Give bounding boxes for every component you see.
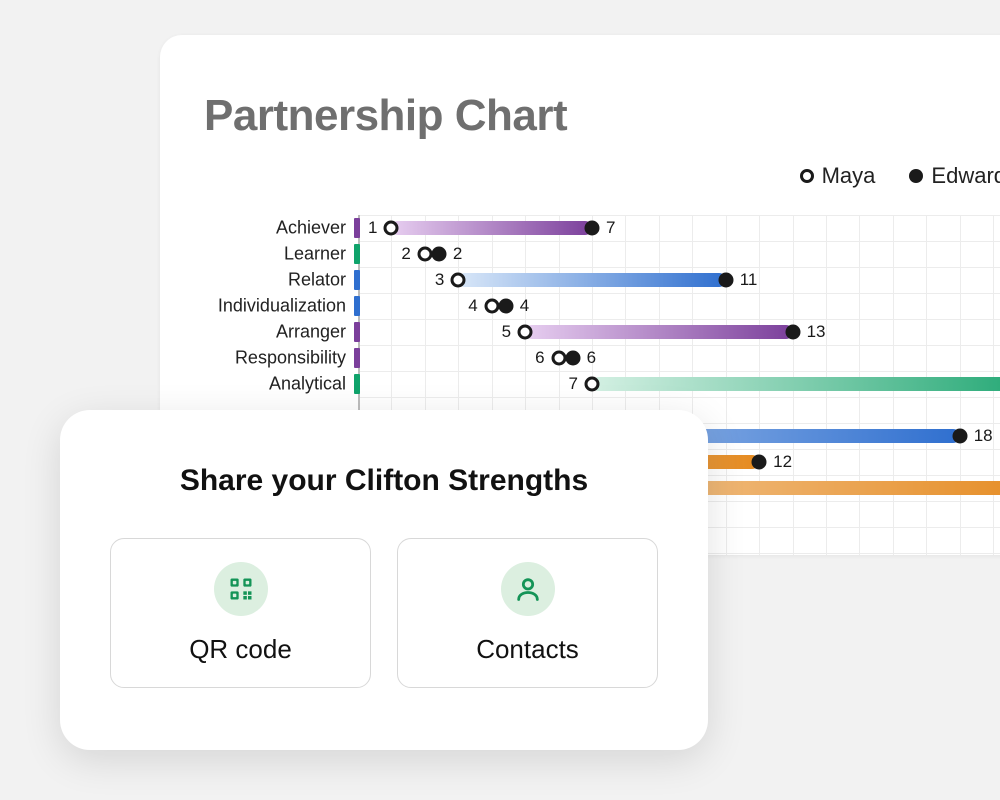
chart-row: Responsibility66 xyxy=(358,345,1000,371)
row-category-tick xyxy=(354,322,360,342)
value-label: 7 xyxy=(606,218,615,238)
range-bar xyxy=(391,221,592,235)
person-icon xyxy=(501,562,555,616)
share-title: Share your Clifton Strengths xyxy=(60,464,708,498)
chart-row: Achiever17 xyxy=(358,215,1000,241)
share-button-label: Contacts xyxy=(476,634,579,665)
value-label: 2 xyxy=(453,244,462,264)
value-label: 3 xyxy=(435,270,444,290)
qr-code-icon xyxy=(214,562,268,616)
open-circle-icon xyxy=(484,299,499,314)
row-category-tick xyxy=(354,218,360,238)
legend-label: Maya xyxy=(822,163,876,189)
chart-row: Arranger513 xyxy=(358,319,1000,345)
open-circle-icon xyxy=(551,351,566,366)
chart-row: Relator311 xyxy=(358,267,1000,293)
row-label: Achiever xyxy=(276,218,346,239)
chart-row: Analytical7 xyxy=(358,371,1000,397)
row-label: Responsibility xyxy=(235,348,346,369)
chart-legend: Maya Edward xyxy=(800,163,1000,189)
value-label: 6 xyxy=(587,348,596,368)
share-buttons: QR code Contacts xyxy=(110,538,658,688)
chart-row: Individualization44 xyxy=(358,293,1000,319)
value-label: 4 xyxy=(520,296,529,316)
open-circle-icon xyxy=(585,377,600,392)
open-circle-icon xyxy=(451,273,466,288)
value-label: 7 xyxy=(569,374,578,394)
filled-circle-icon xyxy=(565,351,580,366)
filled-circle-icon xyxy=(718,273,733,288)
share-card: Share your Clifton Strengths QR code xyxy=(60,410,708,750)
open-circle-icon xyxy=(518,325,533,340)
legend-item-edward: Edward xyxy=(909,163,1000,189)
row-category-tick xyxy=(354,348,360,368)
row-category-tick xyxy=(354,374,360,394)
value-label: 5 xyxy=(502,322,511,342)
value-label: 12 xyxy=(773,452,792,472)
value-label: 6 xyxy=(535,348,544,368)
row-label: Arranger xyxy=(276,322,346,343)
share-button-label: QR code xyxy=(189,634,292,665)
filled-circle-icon xyxy=(498,299,513,314)
filled-circle-icon xyxy=(752,455,767,470)
chart-row: Learner22 xyxy=(358,241,1000,267)
row-category-tick xyxy=(354,244,360,264)
value-label: 18 xyxy=(974,426,993,446)
value-label: 2 xyxy=(401,244,410,264)
legend-item-maya: Maya xyxy=(800,163,876,189)
open-circle-icon xyxy=(800,169,814,183)
row-label: Individualization xyxy=(218,296,346,317)
chart-title: Partnership Chart xyxy=(204,91,567,141)
legend-label: Edward xyxy=(931,163,1000,189)
range-bar xyxy=(592,377,1000,391)
filled-circle-icon xyxy=(952,429,967,444)
filled-circle-icon xyxy=(909,169,923,183)
row-category-tick xyxy=(354,270,360,290)
value-label: 13 xyxy=(807,322,826,342)
open-circle-icon xyxy=(384,221,399,236)
row-category-tick xyxy=(354,296,360,316)
row-label: Relator xyxy=(288,270,346,291)
filled-circle-icon xyxy=(431,247,446,262)
row-label: Analytical xyxy=(269,374,346,395)
share-qr-button[interactable]: QR code xyxy=(110,538,371,688)
row-label: Learner xyxy=(284,244,346,265)
share-contacts-button[interactable]: Contacts xyxy=(397,538,658,688)
value-label: 4 xyxy=(468,296,477,316)
open-circle-icon xyxy=(417,247,432,262)
value-label: 11 xyxy=(740,270,758,290)
filled-circle-icon xyxy=(785,325,800,340)
value-label: 1 xyxy=(368,218,377,238)
range-bar xyxy=(458,273,725,287)
range-bar xyxy=(525,325,792,339)
filled-circle-icon xyxy=(585,221,600,236)
